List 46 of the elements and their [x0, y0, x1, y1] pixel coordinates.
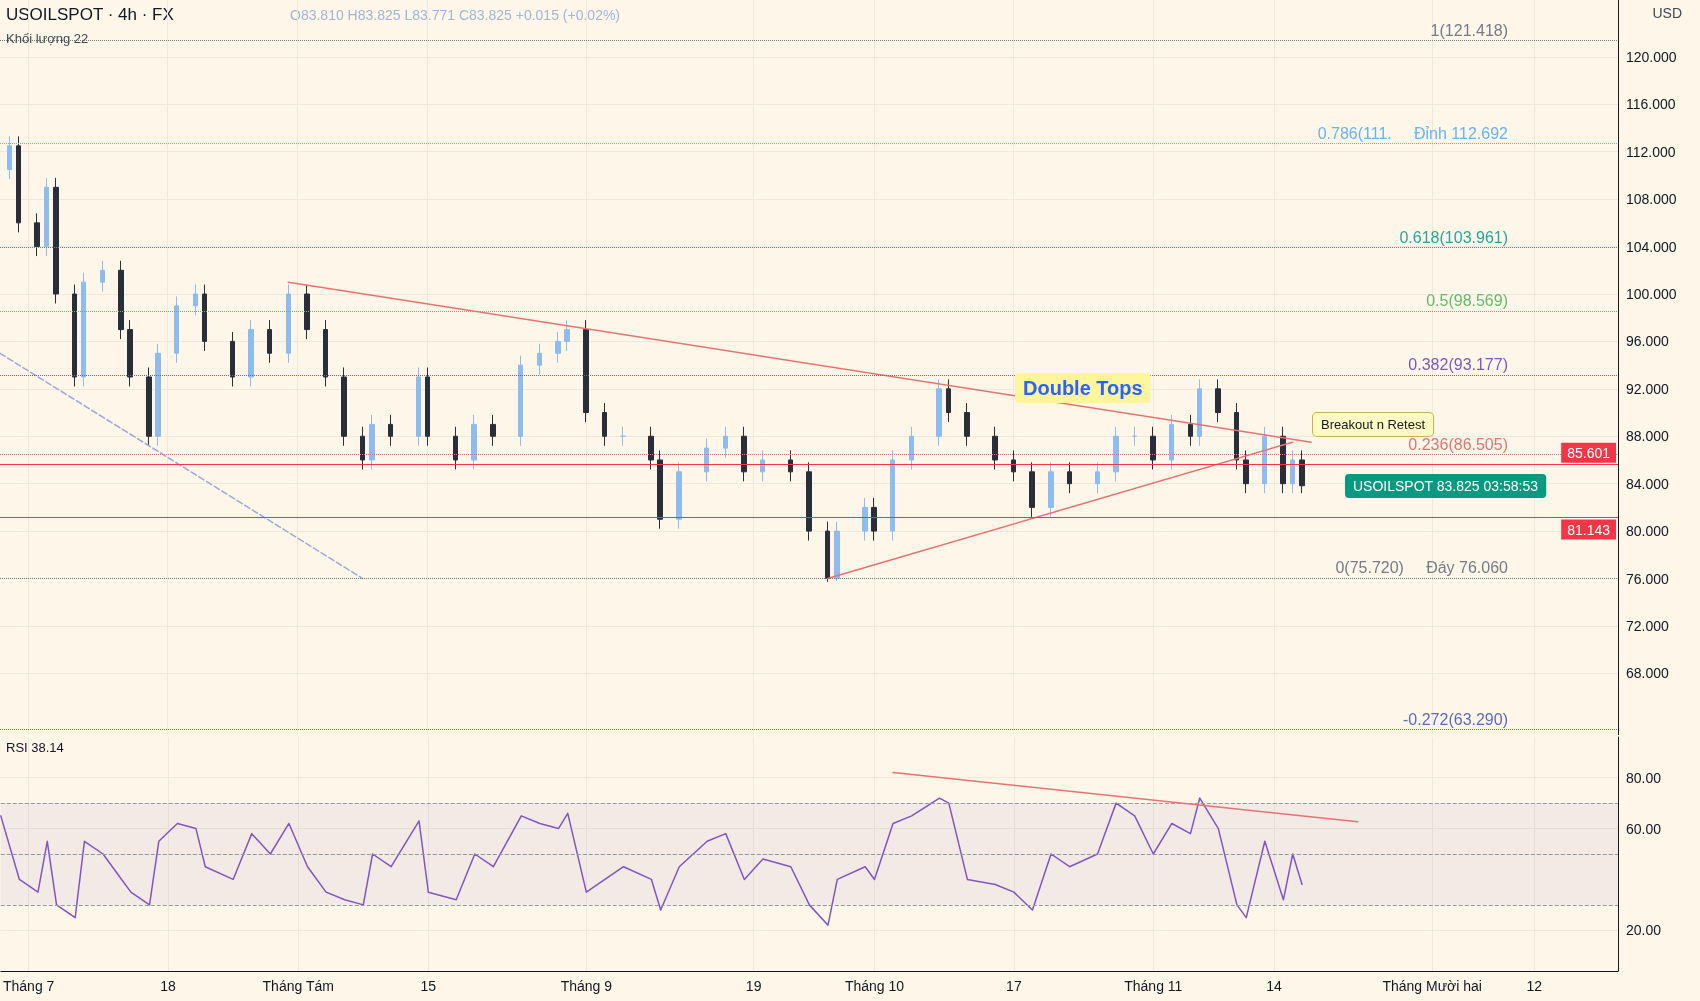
y-tick-label: 80.00 — [1626, 769, 1662, 786]
ref-line-label: 0.236(86.505) — [1408, 435, 1508, 453]
y-tick-label: 100.000 — [1626, 286, 1677, 302]
y-tick-label: 112.000 — [1626, 143, 1676, 160]
x-tick-label: 12 — [1526, 978, 1543, 994]
x-tick-label: Tháng Mười hai — [1382, 978, 1482, 994]
x-tick-label: Tháng 10 — [844, 978, 905, 994]
ref-line-label: 81.143 — [1567, 521, 1611, 538]
x-tick-label: 18 — [160, 978, 177, 994]
ref-line-label: 0.618(103.961) — [1399, 228, 1508, 246]
y-tick-label: 108.000 — [1626, 191, 1677, 208]
y-axis-title: USD — [1652, 5, 1682, 21]
x-tick-label: Tháng 11 — [1124, 978, 1183, 994]
y-tick-label: 120.000 — [1626, 48, 1677, 65]
y-tick-label: 20.00 — [1626, 922, 1662, 939]
y-tick-label: 72.000 — [1626, 617, 1670, 634]
ref-line-label: 0(75.720) Đáy 76.060 — [1335, 559, 1509, 577]
ref-line-label: 0.786(111. Đỉnh 112.692 — [1317, 125, 1509, 143]
ref-line-label: 0.382(93.177) — [1408, 356, 1508, 374]
ref-line-label: 0.5(98.569) — [1426, 292, 1508, 310]
y-tick-label: 92.000 — [1626, 380, 1670, 397]
y-tick-label: 84.000 — [1626, 475, 1670, 492]
annotation: Khối lượng 22 — [6, 31, 89, 46]
ref-line-label: -0.272(63.290) — [1403, 710, 1508, 728]
x-tick-label: Tháng 7 — [3, 978, 55, 994]
x-tick-label: Tháng Tám — [262, 978, 334, 994]
y-tick-label: 104.000 — [1626, 238, 1677, 255]
y-tick-label: 88.000 — [1626, 428, 1670, 445]
annotation: Breakout n Retest — [1321, 417, 1426, 432]
x-tick-label: Tháng 9 — [560, 978, 613, 994]
ref-line-label: 1(121.418) — [1430, 21, 1508, 39]
annotation: Double Tops — [1023, 377, 1143, 399]
y-tick-label: 116.000 — [1626, 96, 1676, 113]
x-tick-label: 14 — [1266, 978, 1283, 994]
x-tick-label: 19 — [745, 978, 762, 994]
annotation: USOILSPOT 83.825 03:58:53 — [1353, 478, 1539, 494]
x-tick-label: 15 — [420, 978, 437, 994]
y-tick-label: 76.000 — [1626, 570, 1670, 587]
y-tick-label: 80.000 — [1626, 523, 1670, 540]
ref-line-label: 85.601 — [1567, 444, 1611, 461]
chart-title: RSI 38.14 — [6, 740, 64, 755]
text: O83.810 H83.825 L83.771 C83.825 +0.015 (+0.02%) — [290, 7, 621, 23]
y-tick-label: 68.000 — [1626, 665, 1670, 682]
y-tick-label: 96.000 — [1626, 333, 1670, 350]
x-tick-label: 17 — [1006, 978, 1022, 994]
y-tick-label: 60.00 — [1626, 820, 1662, 837]
